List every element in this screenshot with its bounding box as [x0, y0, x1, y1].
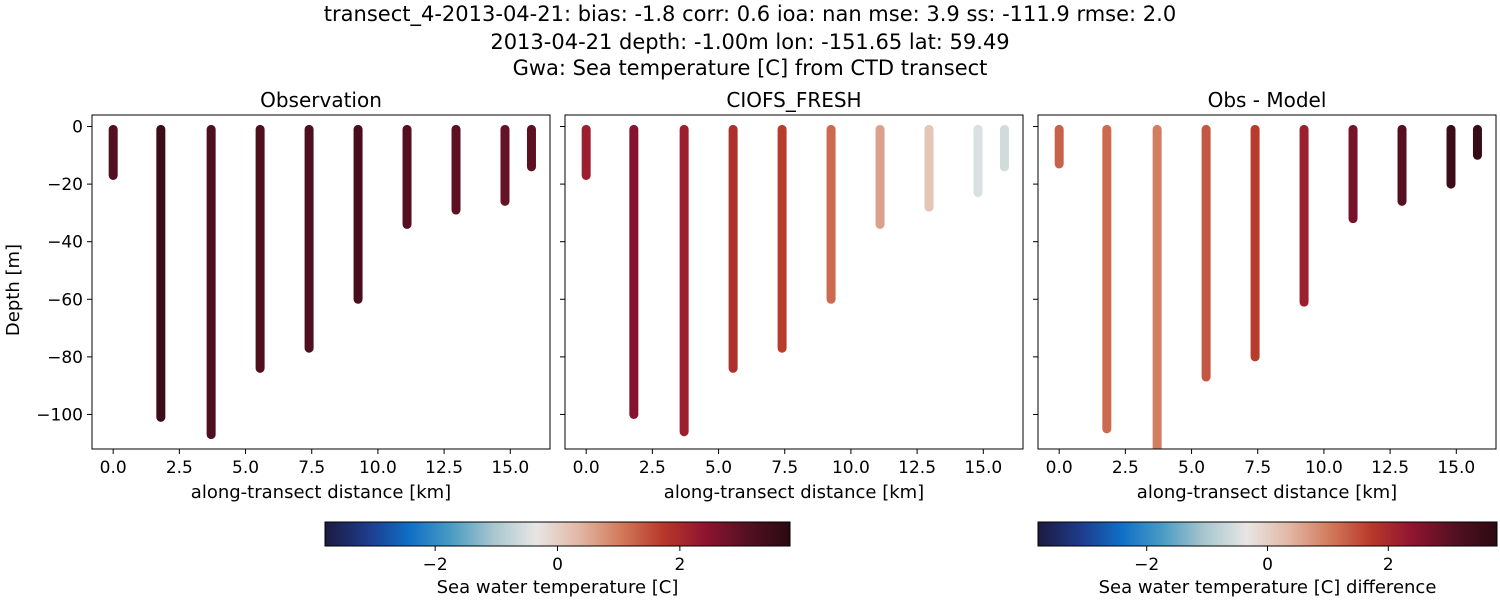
y-tick-label: −80 — [47, 348, 83, 368]
figure-title-line-2: 2013-04-21 depth: -1.00m lon: -151.65 la… — [490, 30, 1010, 54]
panel-3: Obs - Model 0.0 2.5 5.0 7.5 10.0 12.5 15.0 along… — [1033, 88, 1497, 503]
colorbar-tick-label: 0 — [552, 555, 563, 575]
x-tick-label: 0.0 — [1046, 458, 1073, 478]
figure-title-line-3: Gwa: Sea temperature [C] from CTD transe… — [512, 56, 988, 80]
x-tick-label: 0.0 — [100, 458, 127, 478]
x-tick-label: 7.5 — [298, 458, 325, 478]
x-axis-label: along-transect distance [km] — [1137, 482, 1397, 503]
x-tick-label: 10.0 — [359, 458, 397, 478]
x-tick-label: 2.5 — [639, 458, 666, 478]
data-points — [581, 124, 1009, 437]
data-points — [108, 124, 536, 440]
x-tick-label: 10.0 — [832, 458, 870, 478]
x-tick-label: 7.5 — [1244, 458, 1271, 478]
y-tick-label: 0 — [72, 118, 83, 138]
y-axis-label: Depth [m] — [3, 244, 24, 336]
data-points — [1054, 124, 1482, 449]
x-tick-label: 10.0 — [1305, 458, 1343, 478]
y-tick-label: −100 — [36, 405, 83, 425]
axes-frame — [564, 114, 1024, 450]
x-tick-label: 5.0 — [1178, 458, 1205, 478]
axes-frame — [91, 114, 551, 450]
axes-frame — [1037, 114, 1497, 450]
colorbar-tick-label: 2 — [1383, 555, 1394, 575]
panel-2: CIOFS_FRESH 0.0 2.5 5.0 7.5 10.0 12.5 15.0 along… — [560, 88, 1024, 503]
colorbar-label: Sea water temperature [C] difference — [1099, 577, 1437, 598]
colorbar-tick-label: 2 — [674, 555, 685, 575]
x-tick-label: 5.0 — [232, 458, 259, 478]
x-axis-label: along-transect distance [km] — [664, 482, 924, 503]
x-tick-label: 12.5 — [425, 458, 463, 478]
panel-title: Obs - Model — [1208, 88, 1327, 112]
x-axis-label: along-transect distance [km] — [191, 482, 451, 503]
figure-title-line-1: transect_4-2013-04-21: bias: -1.8 corr: … — [323, 2, 1177, 26]
x-tick-label: 0.0 — [573, 458, 600, 478]
colorbar-gradient — [1037, 521, 1498, 547]
colorbar-tick-label: −2 — [1134, 555, 1159, 575]
x-tick-label: 7.5 — [771, 458, 798, 478]
colorbar-gradient — [324, 521, 791, 547]
x-tick-label: 15.0 — [1437, 458, 1475, 478]
x-tick-label: 15.0 — [491, 458, 529, 478]
panel-1: Observation 0.0 2.5 5.0 7.5 10.0 12.5 15.0 along… — [3, 88, 551, 503]
panel-title: Observation — [260, 88, 382, 112]
colorbar-tick-label: 0 — [1262, 555, 1273, 575]
colorbar-label: Sea water temperature [C] — [437, 577, 679, 598]
y-tick-label: −60 — [47, 290, 83, 310]
x-tick-label: 2.5 — [1112, 458, 1139, 478]
y-tick-label: −20 — [47, 175, 83, 195]
x-tick-label: 15.0 — [964, 458, 1002, 478]
x-tick-label: 12.5 — [898, 458, 936, 478]
panel-title: CIOFS_FRESH — [726, 88, 861, 112]
x-tick-label: 2.5 — [166, 458, 193, 478]
y-tick-label: −40 — [47, 233, 83, 253]
colorbar-tick-label: −2 — [423, 555, 448, 575]
x-tick-label: 5.0 — [705, 458, 732, 478]
x-tick-label: 12.5 — [1371, 458, 1409, 478]
